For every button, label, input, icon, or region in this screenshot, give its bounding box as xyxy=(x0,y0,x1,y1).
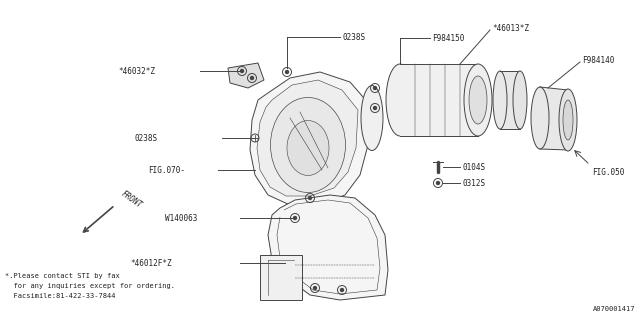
Polygon shape xyxy=(260,255,302,300)
Ellipse shape xyxy=(464,64,492,136)
Text: 0312S: 0312S xyxy=(462,179,485,188)
Circle shape xyxy=(436,181,440,185)
Ellipse shape xyxy=(493,71,507,129)
Polygon shape xyxy=(268,195,388,300)
Text: W140063: W140063 xyxy=(165,213,197,222)
Text: Facsimile:81-422-33-7844: Facsimile:81-422-33-7844 xyxy=(5,293,115,299)
Ellipse shape xyxy=(271,98,346,193)
Text: 0238S: 0238S xyxy=(342,33,365,42)
Text: *46032*Z: *46032*Z xyxy=(118,67,155,76)
Ellipse shape xyxy=(361,85,383,150)
Text: FIG.050: FIG.050 xyxy=(592,167,625,177)
Circle shape xyxy=(285,70,289,74)
Text: F984150: F984150 xyxy=(432,34,465,43)
Text: 0104S: 0104S xyxy=(462,163,485,172)
Circle shape xyxy=(374,86,376,90)
Ellipse shape xyxy=(469,76,487,124)
Circle shape xyxy=(250,76,253,79)
Circle shape xyxy=(314,286,317,290)
Polygon shape xyxy=(257,80,358,196)
Circle shape xyxy=(308,196,312,199)
Ellipse shape xyxy=(287,121,329,175)
Text: FRONT: FRONT xyxy=(120,190,144,210)
Circle shape xyxy=(340,289,344,292)
Circle shape xyxy=(241,69,243,73)
Text: F984140: F984140 xyxy=(582,55,614,65)
Polygon shape xyxy=(250,72,370,205)
Ellipse shape xyxy=(513,71,527,129)
Text: *46012F*Z: *46012F*Z xyxy=(130,259,172,268)
Circle shape xyxy=(374,107,376,109)
Ellipse shape xyxy=(386,64,414,136)
Ellipse shape xyxy=(559,89,577,151)
Polygon shape xyxy=(540,87,568,150)
Polygon shape xyxy=(228,63,264,88)
Polygon shape xyxy=(400,64,478,136)
Polygon shape xyxy=(500,71,520,129)
Text: 0238S: 0238S xyxy=(134,133,157,142)
Text: *.Please contact STI by fax: *.Please contact STI by fax xyxy=(5,273,120,279)
Circle shape xyxy=(294,217,296,220)
Ellipse shape xyxy=(563,100,573,140)
Text: FIG.070-: FIG.070- xyxy=(148,165,185,174)
Text: for any inquiries except for ordering.: for any inquiries except for ordering. xyxy=(5,283,175,289)
Ellipse shape xyxy=(531,87,549,149)
Text: *46013*Z: *46013*Z xyxy=(492,23,529,33)
Text: A070001417: A070001417 xyxy=(593,306,635,312)
